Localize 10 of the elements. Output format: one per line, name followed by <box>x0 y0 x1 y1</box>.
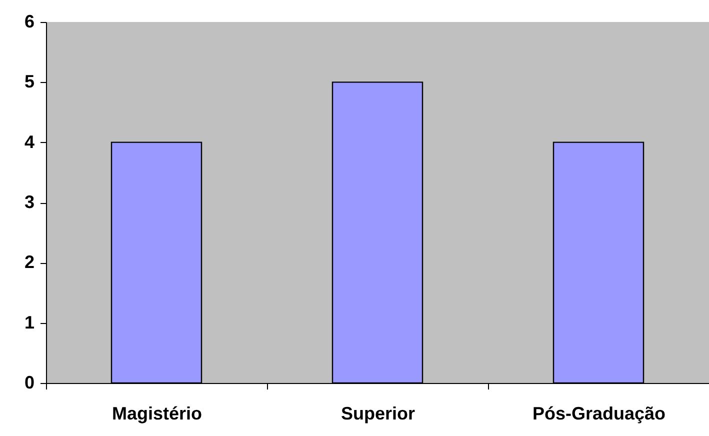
y-tick-label: 4 <box>24 132 34 152</box>
x-tick-label: Superior <box>340 404 416 424</box>
y-tick-label: 2 <box>24 252 34 272</box>
y-tick-label: 1 <box>24 312 34 332</box>
x-tick-label: Pós-Graduação <box>532 404 666 424</box>
y-tick-label: 6 <box>24 12 34 32</box>
y-tick-label: 3 <box>24 192 34 212</box>
x-tick-label: Magistério <box>112 404 202 424</box>
y-tick-label: 0 <box>24 372 34 392</box>
y-tick-label: 5 <box>24 72 34 92</box>
